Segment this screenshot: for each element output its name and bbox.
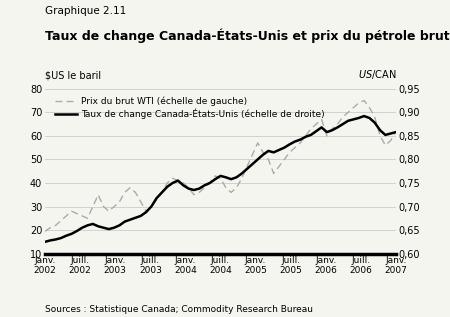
Legend: Prix du brut WTI (échelle de gauche), Taux de change Canada-États-Unis (échelle : Prix du brut WTI (échelle de gauche), Ta… [53,95,326,121]
Text: $US/$CAN: $US/$CAN [358,68,396,81]
Text: $US le baril: $US le baril [45,71,101,81]
Text: Graphique 2.11: Graphique 2.11 [45,6,126,16]
Text: Sources : Statistique Canada; Commodity Research Bureau: Sources : Statistique Canada; Commodity … [45,305,313,314]
Text: Taux de change Canada-États-Unis et prix du pétrole brut: Taux de change Canada-États-Unis et prix… [45,29,450,43]
